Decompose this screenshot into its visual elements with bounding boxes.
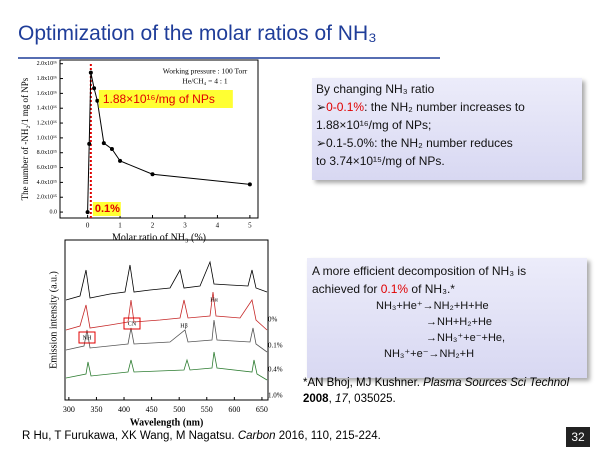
text-run: 0.1%	[380, 282, 409, 296]
spectrum-frame	[64, 239, 269, 401]
y-tick-label: 8.0x10¹⁵	[37, 150, 57, 156]
reaction: NH₃+He⁺→NH₂+H+He	[376, 300, 489, 312]
x-tick-label: 4	[216, 222, 220, 230]
highlight-label-bg	[92, 202, 121, 216]
x-tick-label: 450	[146, 405, 158, 414]
data-point	[92, 86, 97, 91]
text-run: ➢0.1-5.0%: the NH₂ number reduces	[316, 136, 513, 150]
text-run: Carbon	[237, 430, 276, 442]
y-axis-label: Emission intensity (a.u.)	[48, 271, 59, 369]
x-tick-label: 0	[86, 222, 90, 230]
text-run: 2016, 110, 215-224.	[275, 430, 381, 442]
x-tick-label: 650	[256, 405, 268, 414]
text-line: A more efficient decomposition of NH₃ is	[312, 262, 582, 280]
text-run: *AN Bhoj, MJ Kushner.	[303, 377, 424, 389]
x-tick-label: 5	[248, 222, 252, 230]
text-run: By changing NH₃ ratio	[316, 82, 435, 96]
text-run: 17	[334, 393, 348, 405]
data-point	[101, 141, 106, 146]
text-line: achieved for 0.1% of NH₃.*	[312, 280, 582, 298]
curve-label: 0.4%	[268, 366, 283, 374]
text-run: to 3.74×10¹⁵/mg of NPs.	[316, 154, 445, 168]
data-point	[95, 98, 100, 103]
curve-label: 0.1%	[268, 342, 283, 350]
reference: *AN Bhoj, MJ Kushner. Plasma Sources Sci…	[303, 375, 588, 407]
x-tick-label: 500	[173, 405, 185, 414]
reaction: NH₃⁺+e⁻→NH₂+H	[384, 348, 475, 360]
text-run: ,	[328, 393, 335, 405]
text-run: 0-0.1%	[326, 100, 365, 114]
page-number: 32	[566, 427, 590, 447]
nh-box	[78, 331, 96, 344]
citation: R Hu, T Furukawa, XK Wang, M Nagatsu. Ca…	[22, 430, 381, 442]
curve-label: 1.0%	[268, 392, 283, 400]
peak-label: Hβ	[180, 323, 187, 329]
legend-text: He/CH₄ = 4 : 1	[182, 77, 227, 86]
text-run: : the NH₂ number increases to	[364, 100, 525, 114]
data-point	[88, 70, 93, 75]
x-tick-label: 350	[90, 405, 102, 414]
x-tick-label: 3	[183, 222, 187, 230]
slide-title: Optimization of the molar ratios of NH₃	[18, 22, 377, 45]
reaction: →NH₃⁺+e⁻+He,	[426, 332, 506, 344]
x-tick-label: 400	[118, 405, 130, 414]
text-run: A more efficient decomposition of NH₃ is	[312, 264, 527, 278]
text-line: ➢0-0.1%: the NH₂ number increases to	[316, 98, 578, 116]
curve-label: 0%	[268, 316, 278, 324]
x-axis-label: Wavelength (nm)	[130, 417, 204, 428]
data-point	[150, 172, 155, 177]
text-run: achieved for	[312, 282, 381, 296]
text-run: , 035025.	[347, 393, 396, 405]
x-axis-label: Molar ratio of NH₃ (%)	[112, 232, 206, 243]
x-tick-label: 600	[228, 405, 240, 414]
peak-label: Hα	[210, 297, 218, 303]
text-line: 1.88×10¹⁶/mg of NPs;	[316, 116, 578, 134]
y-tick-label: 0.0	[50, 209, 58, 215]
cn-box	[123, 317, 141, 330]
y-tick-label: 1.4x10¹⁶	[37, 106, 57, 112]
data-point	[85, 210, 90, 215]
highlight-label: 0.1%	[95, 203, 120, 215]
x-tick-label: 2	[151, 222, 155, 230]
y-tick-label: 1.6x10¹⁶	[37, 91, 57, 97]
text-run: ➢	[316, 100, 327, 114]
text-run: Plasma Sources Sci Technol	[423, 377, 570, 389]
reaction: →NH+H₂+He	[426, 316, 493, 328]
text-run: of NH₃.*	[408, 282, 455, 296]
text-line: ➢0.1-5.0%: the NH₂ number reduces	[316, 134, 578, 152]
data-point	[247, 182, 252, 187]
y-tick-label: 1.0x10¹⁶	[37, 135, 57, 141]
annotation-bg	[98, 90, 233, 108]
text-run: 2008	[303, 393, 329, 405]
summary-box: By changing NH₃ ratio ➢0-0.1%: the NH₂ nu…	[312, 78, 582, 180]
y-tick-label: 6.0x10¹⁵	[37, 165, 57, 171]
text-run: 1.88×10¹⁶/mg of NPs;	[316, 118, 432, 132]
data-point	[118, 158, 123, 163]
peak-label: CN	[128, 321, 137, 327]
peak-annotation: 1.88×10¹⁶/mg of NPs	[103, 92, 215, 106]
y-tick-label: 1.2x10¹⁶	[37, 120, 57, 126]
data-point	[87, 141, 92, 146]
mechanism-box: A more efficient decomposition of NH₃ is…	[307, 258, 587, 378]
spectrum-curves	[65, 260, 268, 381]
y-tick-label: 2.0x10¹⁶	[37, 61, 57, 67]
y-tick-label: 4.0x10¹⁵	[37, 180, 57, 186]
text-run: R Hu, T Furukawa, XK Wang, M Nagatsu.	[22, 430, 238, 442]
y-axis-label: The number of -NH₂/1 mg of NPs	[20, 77, 30, 200]
legend-text: Working pressure : 100 Torr	[163, 67, 248, 76]
peak-label: NH	[83, 335, 92, 341]
x-tick-label: 1	[118, 222, 122, 230]
text-line: By changing NH₃ ratio	[316, 80, 578, 98]
data-line	[87, 72, 250, 213]
y-tick-label: 2.0x10¹⁵	[37, 195, 57, 201]
y-tick-label: 1.8x10¹⁶	[37, 76, 57, 82]
text-line: to 3.74×10¹⁵/mg of NPs.	[316, 152, 578, 170]
data-point	[109, 147, 114, 152]
x-tick-label: 300	[63, 405, 75, 414]
plot-frame	[59, 59, 259, 219]
x-tick-label: 550	[201, 405, 213, 414]
